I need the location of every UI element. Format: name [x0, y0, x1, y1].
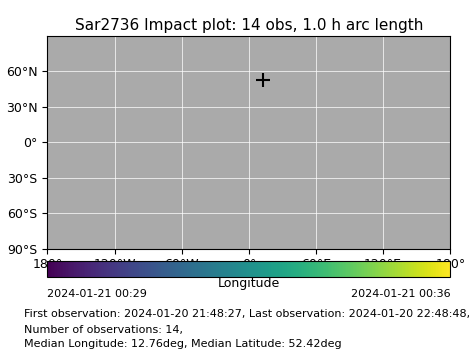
Text: First observation: 2024-01-20 21:48:27, Last observation: 2024-01-20 22:48:48,: First observation: 2024-01-20 21:48:27, … [24, 309, 470, 319]
X-axis label: Longitude: Longitude [218, 277, 280, 290]
Text: 2024-01-21 00:36: 2024-01-21 00:36 [351, 289, 450, 299]
Title: Sar2736 Impact plot: 14 obs, 1.0 h arc length: Sar2736 Impact plot: 14 obs, 1.0 h arc l… [75, 18, 423, 33]
Text: 2024-01-21 00:29: 2024-01-21 00:29 [47, 289, 147, 299]
Text: Number of observations: 14,: Number of observations: 14, [24, 325, 182, 335]
Text: Median Longitude: 12.76deg, Median Latitude: 52.42deg: Median Longitude: 12.76deg, Median Latit… [24, 339, 341, 349]
